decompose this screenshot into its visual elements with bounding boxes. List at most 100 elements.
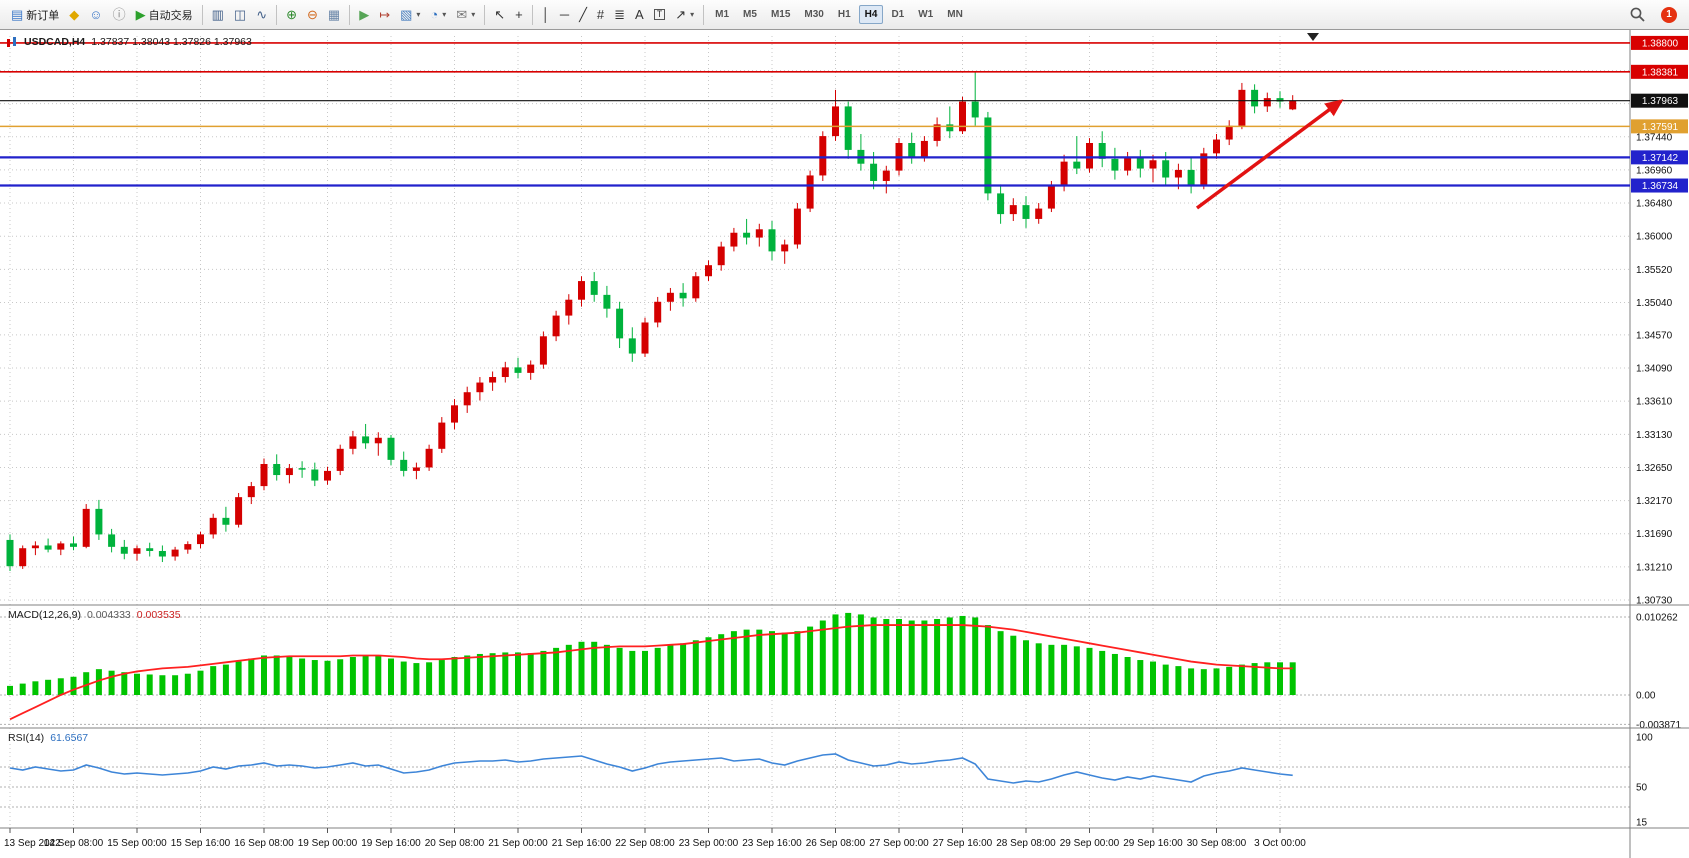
macd-scale-label: 0.00 (1636, 691, 1656, 702)
time-label: 28 Sep 08:00 (996, 838, 1056, 849)
tile-windows-button[interactable]: ▦ (323, 3, 345, 27)
candle (1225, 120, 1233, 146)
search-icon (1630, 7, 1645, 22)
price-badge: 1.38381 (1631, 64, 1688, 79)
price-badge: 1.37142 (1631, 150, 1688, 165)
candle (1098, 131, 1106, 168)
candle (171, 546, 179, 561)
timeframe-m15[interactable]: M15 (770, 9, 791, 20)
text-button[interactable]: A (630, 3, 649, 27)
chart-shift-button[interactable]: ↦ (374, 3, 395, 27)
candle (400, 451, 408, 477)
cursor-button[interactable]: ↖ (489, 3, 510, 27)
candle (997, 184, 1005, 224)
candle (235, 492, 243, 528)
candle (844, 101, 852, 159)
candle (666, 287, 674, 311)
candle (692, 272, 700, 302)
trendline-button[interactable]: ╱ (574, 3, 592, 27)
timeframe-h1[interactable]: H1 (837, 9, 851, 20)
toolbar-separator (484, 4, 486, 25)
candle (374, 432, 382, 456)
new-order-button[interactable]: ▤ 新订单 (6, 3, 64, 27)
price-tick-label: 1.32170 (1636, 496, 1673, 507)
svg-text:1.36734: 1.36734 (1642, 181, 1679, 192)
fibonacci-button[interactable]: # (592, 3, 609, 27)
auto-trading-button-label: 自动交易 (148, 9, 193, 22)
price-axis: 1.37440 1.36960 1.36480 1.36000 1.35520 1.350… (1636, 132, 1673, 606)
auto-trading-button[interactable]: ▶ 自动交易 (131, 3, 198, 27)
rsi-value: 61.6567 (50, 732, 89, 744)
auto-scroll-button[interactable]: ▶ (354, 3, 374, 27)
candle (298, 461, 306, 478)
candle (1009, 198, 1017, 222)
profiles-icon: ◔ (430, 7, 439, 22)
new-chart-button[interactable]: ▧ ▾ (395, 3, 425, 27)
svg-text:1.38800: 1.38800 (1642, 38, 1679, 49)
arrows-button[interactable]: ↗ ▾ (670, 3, 699, 27)
time-label: 29 Sep 16:00 (1123, 838, 1183, 849)
chart-shift-marker[interactable] (1307, 33, 1319, 41)
expert-advisors-button[interactable]: ◆ (64, 3, 84, 27)
search-button[interactable] (1624, 3, 1651, 27)
timeframe-m5[interactable]: M5 (743, 9, 757, 20)
candle (730, 227, 738, 252)
candle (463, 386, 471, 413)
shapes-button[interactable]: ≣ (609, 3, 630, 27)
community-button[interactable]: ☺ (84, 3, 107, 27)
candle (501, 361, 509, 383)
candle (336, 444, 344, 476)
timeframe-h4[interactable]: H4 (858, 5, 884, 24)
candle (387, 435, 395, 466)
notification-badge[interactable]: 1 (1661, 6, 1677, 23)
candle (1073, 136, 1081, 175)
svg-text:1.37963: 1.37963 (1642, 96, 1679, 107)
price-tick-label: 1.31690 (1636, 529, 1673, 540)
candle (616, 301, 624, 349)
candle (1187, 156, 1195, 194)
chart-shift-icon: ↦ (379, 7, 391, 22)
candle (552, 310, 560, 342)
toolbar-right: 1 (1624, 3, 1683, 27)
alerts-button[interactable]: ✉ ▾ (451, 3, 480, 27)
arrow-icon: ↗ (675, 7, 687, 22)
candle (628, 327, 636, 362)
zoom-out-button[interactable]: ⊖ (302, 3, 323, 27)
candle (31, 541, 39, 556)
crosshair-button[interactable]: + (510, 3, 528, 27)
timeframe-d1[interactable]: D1 (891, 9, 905, 20)
zoom-in-button[interactable]: ⊕ (281, 3, 302, 27)
candlestick-chart-button[interactable]: ◫ (229, 3, 251, 27)
toolbar: ▤ 新订单 ◆ ☺ ⓘ ▶ 自动交易 ▥ ◫ ∿ ⊕ ⊖ ▦ ▶ ↦ ▧ ▾ ◔ ▾ ✉ ▾ ↖ + │ ─ ╱ # ≣ A T ↗ ▾ M1… (0, 0, 1689, 30)
candle (184, 541, 192, 554)
text-label-button[interactable]: T (649, 3, 671, 27)
timeframe-m30[interactable]: M30 (804, 9, 824, 20)
trend-arrow[interactable] (1195, 99, 1344, 210)
dropdown-arrow-icon: ▾ (690, 10, 695, 19)
candle (285, 464, 293, 484)
time-label: 13 Sep 2022 (4, 838, 61, 849)
horizontal-line-button[interactable]: ─ (555, 3, 574, 27)
macd-signal-value: 0.003535 (136, 609, 181, 621)
candle (1200, 147, 1208, 190)
market-info-button[interactable]: ⓘ (108, 3, 131, 27)
line-chart-button[interactable]: ∿ (251, 3, 272, 27)
symbol-timeframe-label: USDCAD,H4 (24, 36, 86, 48)
candle (311, 462, 319, 487)
timeframe-m1[interactable]: M1 (715, 9, 730, 20)
profiles-button[interactable]: ◔ ▾ (425, 3, 451, 27)
macd-scale-label: -0.003871 (1636, 720, 1681, 731)
candle (578, 276, 585, 307)
candle (565, 294, 573, 325)
time-label: 3 Oct 00:00 (1254, 838, 1306, 849)
timeframe-w1[interactable]: W1 (918, 9, 934, 20)
auto-trading-icon: ▶ (135, 7, 146, 22)
timeframe-mn[interactable]: MN (947, 9, 963, 20)
vertical-line-button[interactable]: │ (537, 3, 555, 27)
candle (1022, 196, 1030, 228)
bar-chart-button[interactable]: ▥ (207, 3, 229, 27)
candle (946, 106, 954, 139)
time-label: 26 Sep 08:00 (806, 838, 866, 849)
candle (146, 542, 154, 557)
